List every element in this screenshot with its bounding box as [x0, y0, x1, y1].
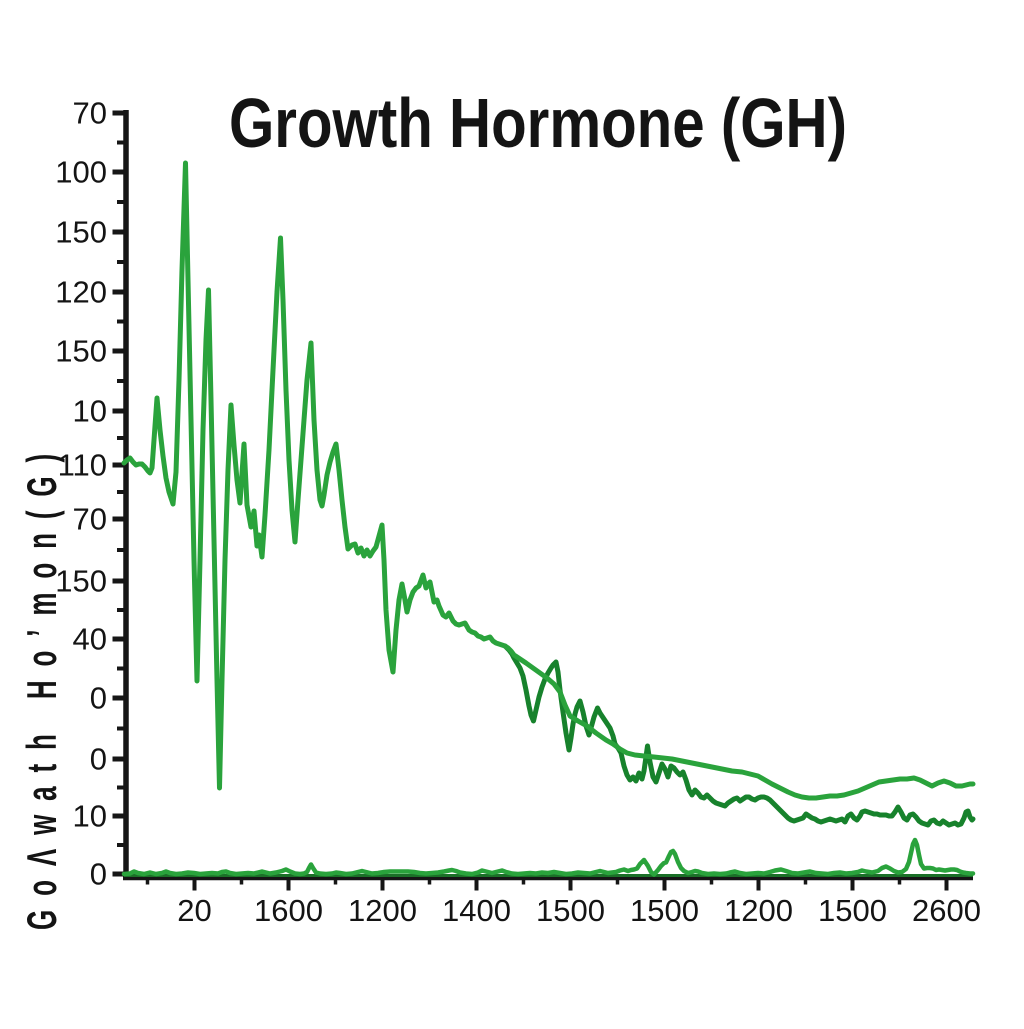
svg-text:1200: 1200 — [724, 893, 793, 928]
svg-text:100: 100 — [55, 155, 107, 190]
svg-text:150: 150 — [55, 564, 107, 599]
svg-text:1500: 1500 — [818, 893, 887, 928]
svg-text:110: 110 — [58, 448, 107, 483]
svg-text:150: 150 — [55, 334, 107, 369]
svg-text:40: 40 — [73, 622, 107, 657]
svg-text:120: 120 — [55, 275, 107, 310]
svg-text:0: 0 — [90, 681, 107, 716]
svg-text:0: 0 — [90, 857, 107, 892]
svg-text:Growth Hormone (GH): Growth Hormone (GH) — [229, 84, 847, 162]
svg-text:70: 70 — [73, 96, 107, 131]
svg-text:150: 150 — [55, 215, 107, 250]
svg-text:1200: 1200 — [348, 893, 417, 928]
svg-text:10: 10 — [73, 799, 107, 834]
svg-text:10: 10 — [73, 394, 107, 429]
svg-text:2600: 2600 — [912, 893, 981, 928]
svg-text:GoΛwath Ho’mon(G): GoΛwath Ho’mon(G) — [19, 454, 66, 930]
svg-text:1600: 1600 — [254, 893, 323, 928]
svg-text:20: 20 — [177, 893, 211, 928]
svg-text:1500: 1500 — [536, 893, 605, 928]
svg-text:70: 70 — [73, 502, 107, 537]
svg-text:0: 0 — [90, 742, 107, 777]
svg-text:1400: 1400 — [442, 893, 511, 928]
svg-text:1500: 1500 — [630, 893, 699, 928]
